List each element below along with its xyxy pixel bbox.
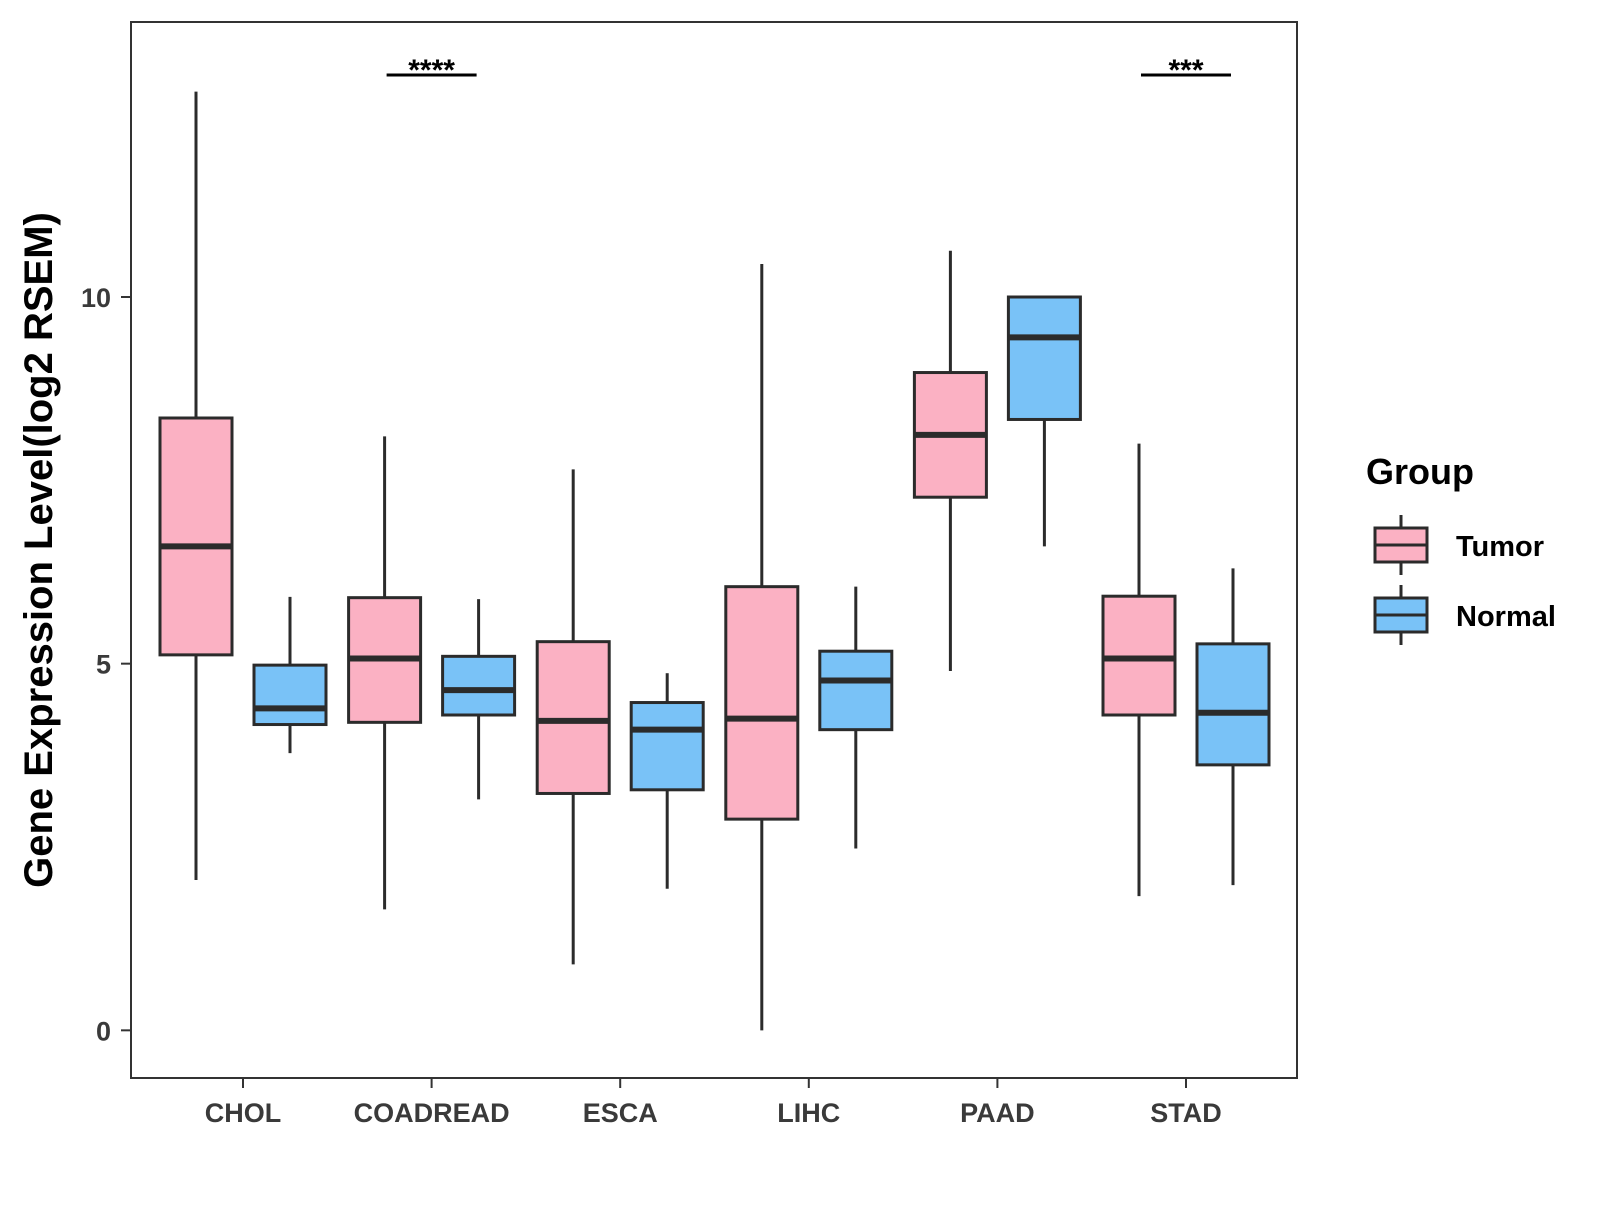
box-body [724,585,800,821]
x-tick-label: ESCA [583,1098,658,1128]
legend-item-tumor: Tumor [1373,515,1544,575]
x-axis: CHOL COADREAD ESCA LIHC PAAD STAD [205,1078,1222,1128]
box-body [535,640,611,795]
box-tumor-stad [1101,443,1177,897]
x-tick-label: CHOL [205,1098,282,1128]
box-body [1006,295,1082,421]
box-tumor-chol [158,91,234,880]
y-tick-label: 10 [81,283,111,313]
box-tumor-lihc [724,264,800,1031]
x-tick-label: COADREAD [354,1098,510,1128]
box-normal-esca [629,673,705,889]
box-normal-paad [1006,295,1082,547]
y-tick-label: 0 [96,1016,111,1046]
legend-label: Normal [1456,601,1556,633]
y-tick-label: 5 [96,650,111,680]
box-normal-coadread [441,599,517,800]
x-tick-label: LIHC [777,1098,840,1128]
box-body [441,654,517,717]
plot-panel-border [130,21,1298,1079]
y-axis-title: Gene Expression Level(log2 RSEM) [17,212,61,888]
box-body [818,649,894,732]
significance-label: **** [408,54,455,87]
box-body [158,416,234,657]
significance-label: *** [1168,54,1203,87]
x-tick-label: PAAD [960,1098,1035,1128]
box-tumor-esca [535,469,611,965]
box-body [252,663,328,727]
legend-item-normal: Normal [1373,585,1556,645]
legend: Group Tumor Normal [1366,451,1556,645]
box-tumor-coadread [347,436,423,910]
box-body [1195,642,1271,767]
significance-layer: **** *** [386,54,1231,87]
legend-title: Group [1366,451,1474,492]
boxes-layer [158,91,1271,1031]
box-body [629,701,705,792]
box-tumor-paad [912,250,988,671]
box-normal-lihc [818,586,894,849]
box-normal-chol [252,596,328,754]
legend-label: Tumor [1456,531,1544,563]
x-tick-label: STAD [1150,1098,1222,1128]
box-normal-stad [1195,568,1271,886]
y-axis: 0 5 10 [81,283,131,1046]
